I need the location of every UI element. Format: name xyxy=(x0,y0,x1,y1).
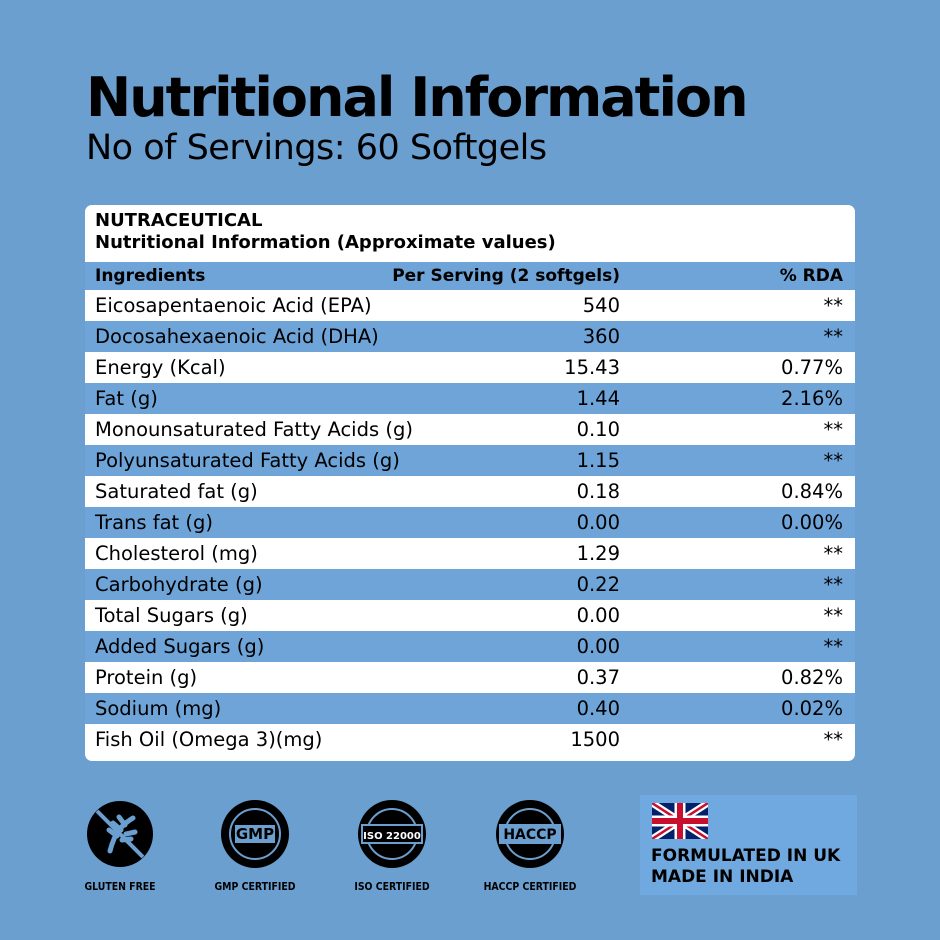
column-header: Per Serving (2 softgels) xyxy=(392,266,620,286)
badge: GMP GMP CERTIFIED xyxy=(190,796,320,893)
table-row: Eicosapentaenoic Acid (EPA) 540 ** xyxy=(85,290,855,321)
header-row: Ingredients Per Serving (2 softgels) % RDA xyxy=(85,262,855,290)
subtitle: No of Servings: 60 Softgels xyxy=(86,128,547,168)
table-cell: 0.02% xyxy=(781,697,843,720)
table-cell: ** xyxy=(823,449,844,472)
table-cell: 0.00 xyxy=(576,635,620,658)
table-row: Fat (g) 1.44 2.16% xyxy=(85,383,855,414)
badge-icon: HACCP xyxy=(496,800,564,868)
table-cell: 0.37 xyxy=(576,666,620,689)
icon-shape xyxy=(235,825,275,843)
table-cell: ** xyxy=(823,635,844,658)
table-row: Polyunsaturated Fatty Acids (g) 1.15 ** xyxy=(85,445,855,476)
table-cell: Energy (Kcal) xyxy=(95,356,226,379)
badge-label: GMP CERTIFIED xyxy=(214,880,296,893)
table-cell: ** xyxy=(823,728,844,751)
icon-text: ISO 22000 xyxy=(363,831,421,842)
table-cell: 0.18 xyxy=(576,480,620,503)
table-cell: Total Sugars (g) xyxy=(95,604,248,627)
table-cell: 0.77% xyxy=(781,356,843,379)
badge-icon: ISO 22000 xyxy=(358,800,426,868)
table-cell: 0.00 xyxy=(576,511,620,534)
table-cell: Cholesterol (mg) xyxy=(95,542,258,565)
table-row: Docosahexaenoic Acid (DHA) 360 ** xyxy=(85,321,855,352)
table-cell: ** xyxy=(823,604,844,627)
table-caption: Nutritional Information (Approximate val… xyxy=(95,232,556,253)
table-cell: 0.40 xyxy=(576,697,620,720)
table-cell: Added Sugars (g) xyxy=(95,635,265,658)
table-row: Energy (Kcal) 15.43 0.77% xyxy=(85,352,855,383)
icon-shape xyxy=(361,824,423,844)
table-cell: 2.16% xyxy=(781,387,843,410)
origin-line: MADE IN INDIA xyxy=(651,867,794,887)
table-cell: 0.82% xyxy=(781,666,843,689)
table-cell: ** xyxy=(823,325,844,348)
badge: ISO 22000 ISO CERTIFIED xyxy=(327,796,457,893)
badge: GLUTEN FREE xyxy=(55,796,185,893)
table-row: Carbohydrate (g) 0.22 ** xyxy=(85,569,855,600)
table-cell: Fish Oil (Omega 3)(mg) xyxy=(95,728,323,751)
title: Nutritional Information xyxy=(86,66,749,129)
table-cell: ** xyxy=(823,294,844,317)
icon-shape xyxy=(499,824,561,844)
column-header: Ingredients xyxy=(95,266,206,286)
badge-icon: GMP xyxy=(221,800,289,868)
origin-line: FORMULATED IN UK xyxy=(651,846,841,866)
table-cell: ** xyxy=(823,542,844,565)
table-cell: Trans fat (g) xyxy=(95,511,213,534)
table-cell: 0.00 xyxy=(576,604,620,627)
table-row: Fish Oil (Omega 3)(mg) 1500 ** xyxy=(85,724,855,755)
table-cell: 360 xyxy=(582,325,620,348)
table-cell: Saturated fat (g) xyxy=(95,480,258,503)
nutrition-table: NUTRACEUTICAL Nutritional Information (A… xyxy=(85,205,855,761)
badge-icon xyxy=(87,801,153,867)
table-cell: Docosahexaenoic Acid (DHA) xyxy=(95,325,379,348)
icon-text: GMP xyxy=(236,825,274,843)
origin-box: FORMULATED IN UK MADE IN INDIA xyxy=(640,795,857,895)
table-cell: 0.10 xyxy=(576,418,620,441)
table-row: Total Sugars (g) 0.00 ** xyxy=(85,600,855,631)
badge-label: ISO CERTIFIED xyxy=(354,880,430,893)
table-row: Trans fat (g) 0.00 0.00% xyxy=(85,507,855,538)
badge-label: HACCP CERTIFIED xyxy=(483,880,577,893)
table-cell: 1500 xyxy=(570,728,620,751)
table-cell: Sodium (mg) xyxy=(95,697,222,720)
badge-label: GLUTEN FREE xyxy=(84,880,156,893)
brand: NUTRACEUTICAL xyxy=(95,210,263,231)
table-cell: 0.84% xyxy=(781,480,843,503)
table-cell: 1.15 xyxy=(576,449,620,472)
table-cell: 15.43 xyxy=(564,356,620,379)
table-row: Protein (g) 0.37 0.82% xyxy=(85,662,855,693)
table-cell: Fat (g) xyxy=(95,387,158,410)
icon-text: HACCP xyxy=(503,827,556,843)
icon-shape xyxy=(229,808,281,860)
table-cell: 1.29 xyxy=(576,542,620,565)
table-row: Added Sugars (g) 0.00 ** xyxy=(85,631,855,662)
table-row: Monounsaturated Fatty Acids (g) 0.10 ** xyxy=(85,414,855,445)
table-row: Cholesterol (mg) 1.29 ** xyxy=(85,538,855,569)
table-cell: ** xyxy=(823,573,844,596)
column-header: % RDA xyxy=(779,266,843,286)
table-cell: Monounsaturated Fatty Acids (g) xyxy=(95,418,413,441)
table-row: Sodium (mg) 0.40 0.02% xyxy=(85,693,855,724)
uk-flag xyxy=(652,803,708,839)
table-cell: 0.22 xyxy=(576,573,620,596)
badge: HACCP HACCP CERTIFIED xyxy=(465,796,595,893)
table-cell: ** xyxy=(823,418,844,441)
table-cell: Carbohydrate (g) xyxy=(95,573,263,596)
table-cell: 1.44 xyxy=(576,387,620,410)
table-cell: Protein (g) xyxy=(95,666,198,689)
icon-shape xyxy=(95,809,145,859)
icon-shape xyxy=(106,814,138,854)
table-cell: Polyunsaturated Fatty Acids (g) xyxy=(95,449,400,472)
table-row: Saturated fat (g) 0.18 0.84% xyxy=(85,476,855,507)
table-cell: 0.00% xyxy=(781,511,843,534)
table-cell: 540 xyxy=(582,294,620,317)
table-cell: Eicosapentaenoic Acid (EPA) xyxy=(95,294,372,317)
